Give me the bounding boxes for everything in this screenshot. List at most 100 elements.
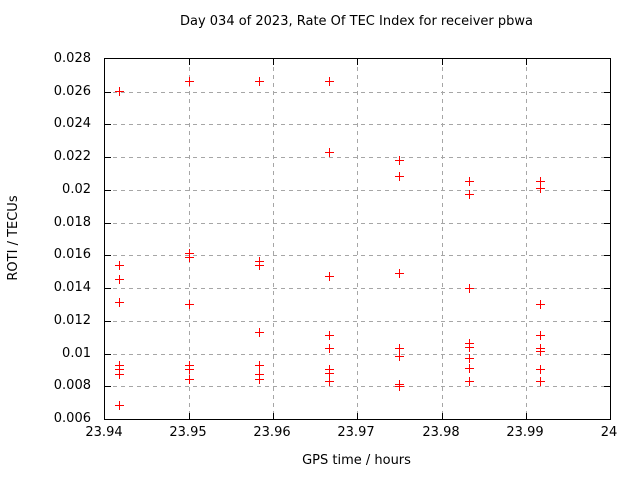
x-tick-label: 24 (600, 425, 618, 440)
data-point-marker (535, 331, 545, 341)
x-axis-label: GPS time / hours (302, 453, 411, 468)
x-tick-mark (357, 59, 358, 65)
data-point-marker (395, 352, 405, 362)
y-tick-label: 0.016 (53, 247, 91, 262)
y-tick-label: 0.006 (53, 411, 91, 426)
x-tick-mark (189, 413, 190, 419)
plot-area (104, 58, 611, 420)
data-point-marker (464, 283, 474, 293)
y-tick-mark (604, 354, 610, 355)
y-tick-mark (604, 255, 610, 256)
data-point-marker (535, 183, 545, 193)
y-tick-label: 0.02 (62, 182, 91, 197)
data-point-marker (535, 376, 545, 386)
data-point-marker (395, 381, 405, 391)
data-point-marker (254, 360, 264, 370)
data-point-marker (325, 147, 335, 157)
y-tick-mark (105, 124, 111, 125)
data-point-marker (184, 360, 194, 370)
data-point-marker (114, 360, 124, 370)
y-tick-mark (604, 223, 610, 224)
y-tick-mark (105, 321, 111, 322)
data-point-marker (114, 275, 124, 285)
data-point-marker (114, 298, 124, 308)
y-tick-mark (604, 92, 610, 93)
data-point-marker (325, 376, 335, 386)
y-tick-mark (604, 321, 610, 322)
x-tick-label: 23.99 (506, 425, 544, 440)
data-point-marker (114, 370, 124, 380)
data-point-marker (325, 272, 335, 282)
data-point-marker (184, 365, 194, 375)
data-point-marker (535, 365, 545, 375)
data-point-marker (464, 177, 474, 187)
y-tick-mark (105, 386, 111, 387)
y-tick-mark (105, 354, 111, 355)
data-point-marker (535, 177, 545, 187)
y-tick-mark (604, 288, 610, 289)
data-point-marker (254, 375, 264, 385)
x-tick-mark (442, 413, 443, 419)
x-tick-label: 23.97 (337, 425, 375, 440)
x-tick-mark (442, 59, 443, 65)
data-point-marker (114, 260, 124, 270)
data-point-marker (184, 375, 194, 385)
y-tick-mark (604, 386, 610, 387)
y-tick-mark (105, 255, 111, 256)
y-tick-label: 0.012 (53, 313, 91, 328)
y-tick-mark (105, 288, 111, 289)
x-tick-label: 23.94 (85, 425, 123, 440)
data-point-marker (464, 342, 474, 352)
y-tick-mark (105, 157, 111, 158)
v-gridline (442, 59, 443, 419)
y-tick-label: 0.014 (53, 280, 91, 295)
x-tick-label: 23.95 (169, 425, 207, 440)
data-point-marker (325, 77, 335, 87)
y-tick-label: 0.008 (53, 378, 91, 393)
data-point-marker (184, 77, 194, 87)
data-point-marker (464, 190, 474, 200)
y-tick-mark (604, 157, 610, 158)
x-tick-mark (273, 59, 274, 65)
v-gridline (357, 59, 358, 419)
data-point-marker (114, 401, 124, 411)
data-point-marker (395, 155, 405, 165)
y-tick-label: 0.018 (53, 215, 91, 230)
v-gridline (526, 59, 527, 419)
data-point-marker (254, 370, 264, 380)
y-tick-label: 0.026 (53, 84, 91, 99)
data-point-marker (254, 77, 264, 87)
data-point-marker (464, 363, 474, 373)
x-tick-label: 23.98 (422, 425, 460, 440)
data-point-marker (464, 376, 474, 386)
data-point-marker (254, 327, 264, 337)
data-point-marker (114, 365, 124, 375)
v-gridline (273, 59, 274, 419)
x-tick-mark (526, 413, 527, 419)
x-tick-mark (273, 413, 274, 419)
y-tick-mark (105, 190, 111, 191)
data-point-marker (184, 252, 194, 262)
y-tick-mark (105, 92, 111, 93)
x-tick-mark (526, 59, 527, 65)
x-tick-label: 23.96 (253, 425, 291, 440)
data-point-marker (254, 260, 264, 270)
data-point-marker (325, 368, 335, 378)
data-point-marker (325, 344, 335, 354)
data-point-marker (325, 331, 335, 341)
y-tick-mark (604, 124, 610, 125)
data-point-marker (535, 347, 545, 357)
y-tick-label: 0.01 (62, 346, 91, 361)
data-point-marker (535, 299, 545, 309)
y-tick-label: 0.028 (53, 51, 91, 66)
data-point-marker (464, 353, 474, 363)
y-tick-label: 0.024 (53, 116, 91, 131)
y-axis-label: ROTI / TECUs (6, 195, 21, 281)
data-point-marker (395, 344, 405, 354)
x-tick-mark (357, 413, 358, 419)
y-tick-label: 0.022 (53, 149, 91, 164)
y-tick-mark (105, 223, 111, 224)
chart-title: Day 034 of 2023, Rate Of TEC Index for r… (179, 14, 534, 29)
data-point-marker (114, 87, 124, 97)
